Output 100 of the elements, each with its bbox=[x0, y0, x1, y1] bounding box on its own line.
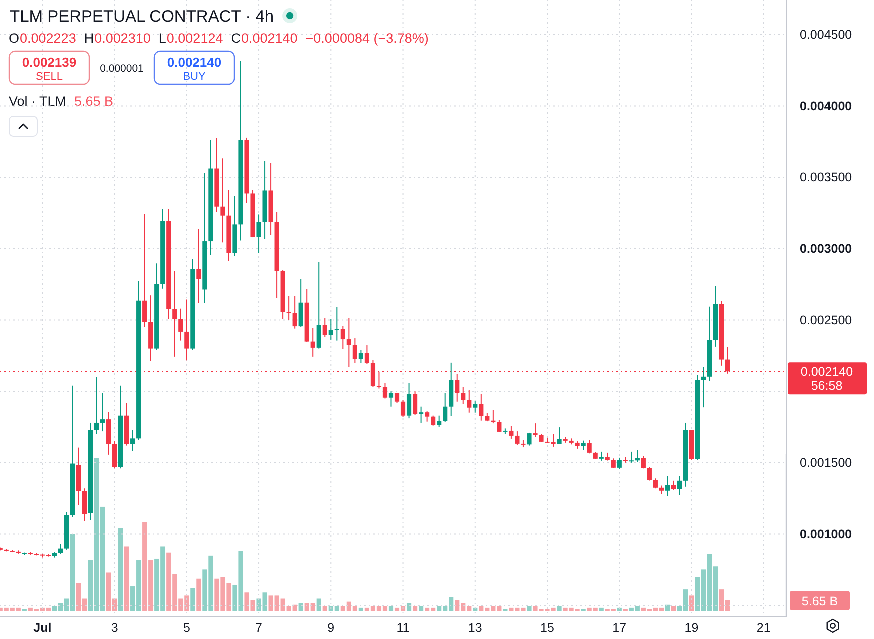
candlestick bbox=[328, 318, 334, 341]
candlestick bbox=[316, 262, 322, 350]
candlestick bbox=[677, 476, 682, 496]
candlestick bbox=[617, 457, 622, 470]
candlestick bbox=[394, 392, 400, 404]
annotation: L bbox=[158, 31, 167, 46]
candlestick bbox=[509, 426, 514, 440]
candlestick bbox=[455, 374, 460, 402]
candlestick bbox=[418, 406, 424, 424]
candlestick bbox=[611, 458, 616, 469]
y-tick-label: 0.001000 bbox=[800, 527, 852, 542]
candlestick bbox=[352, 338, 358, 364]
bar bbox=[671, 606, 676, 611]
candlestick bbox=[527, 432, 532, 446]
candlestick bbox=[443, 392, 448, 423]
annotation: O bbox=[9, 31, 20, 46]
bar bbox=[358, 608, 364, 611]
annotation: 5.65 B bbox=[74, 94, 114, 109]
y-tick-label: 0.003000 bbox=[800, 242, 852, 256]
bar bbox=[118, 528, 124, 611]
candlestick bbox=[82, 488, 88, 522]
candlestick bbox=[256, 214, 262, 254]
bar bbox=[316, 598, 322, 611]
candlestick bbox=[178, 308, 184, 342]
candlestick bbox=[196, 228, 202, 304]
candlestick bbox=[142, 214, 148, 328]
x-tick-label: 19 bbox=[684, 620, 699, 635]
annotation: Vol · TLM bbox=[9, 94, 67, 109]
candlestick bbox=[382, 382, 388, 400]
candlestick bbox=[647, 466, 652, 482]
candlestick bbox=[479, 394, 484, 422]
bar bbox=[406, 603, 412, 611]
candlestick bbox=[635, 450, 640, 463]
y-tick-label: 0.004000 bbox=[800, 99, 852, 114]
candlestick bbox=[172, 270, 178, 358]
x-tick-label: 7 bbox=[256, 620, 263, 635]
bar bbox=[124, 546, 130, 611]
y-tick-label: 0.003500 bbox=[800, 170, 852, 185]
candlestick bbox=[364, 345, 370, 365]
annotation: 0.002223 bbox=[20, 31, 76, 46]
text: TLM PERPETUAL CONTRACT · 4h bbox=[10, 8, 274, 26]
text: 5.65 B bbox=[802, 594, 838, 608]
bar bbox=[599, 608, 604, 611]
bar bbox=[412, 606, 418, 611]
x-tick-label: 3 bbox=[111, 620, 118, 635]
candlestick bbox=[412, 391, 418, 416]
candlestick bbox=[400, 400, 406, 418]
candlestick bbox=[581, 440, 586, 451]
y-tick-label: 0.001500 bbox=[800, 456, 852, 470]
candlestick bbox=[671, 480, 676, 491]
x-tick-label: 17 bbox=[612, 620, 627, 635]
bar bbox=[557, 606, 562, 611]
candlestick bbox=[286, 296, 292, 321]
annotation: SELL bbox=[36, 71, 63, 83]
bar bbox=[665, 604, 670, 611]
x-tick-label: 11 bbox=[396, 620, 410, 635]
annotation: C bbox=[231, 31, 242, 46]
bar bbox=[298, 603, 304, 611]
bar bbox=[322, 606, 328, 611]
candlestick bbox=[497, 420, 502, 433]
candlestick bbox=[629, 451, 634, 464]
candlestick bbox=[665, 476, 670, 497]
candlestick bbox=[641, 456, 646, 470]
candlestick bbox=[533, 423, 538, 438]
bar bbox=[527, 606, 532, 611]
candlestick bbox=[437, 415, 442, 428]
candlestick bbox=[94, 376, 100, 435]
candlestick bbox=[292, 296, 298, 330]
candlestick bbox=[184, 299, 190, 362]
x-tick-label: 13 bbox=[468, 620, 482, 635]
text: 56:58 bbox=[811, 379, 843, 394]
bar bbox=[689, 596, 694, 611]
candlestick bbox=[515, 431, 520, 446]
candlestick bbox=[406, 382, 412, 420]
annotation: 0.002140 bbox=[167, 55, 222, 70]
candlestick bbox=[220, 158, 226, 244]
bar bbox=[388, 606, 394, 611]
x-tick-label: 9 bbox=[328, 620, 335, 635]
candlestick bbox=[473, 401, 478, 414]
candlestick bbox=[298, 278, 304, 328]
annotation: BUY bbox=[183, 71, 206, 83]
ref-line-label: 0.002140 bbox=[800, 365, 854, 380]
annotation: H bbox=[84, 31, 94, 46]
candlestick bbox=[425, 411, 430, 422]
candlestick bbox=[130, 430, 136, 452]
candlestick bbox=[491, 410, 496, 424]
annotation: 0.002310 bbox=[94, 31, 151, 46]
x-tick-label: 15 bbox=[540, 620, 555, 635]
annotation: 0.000001 bbox=[100, 63, 144, 75]
candlestick bbox=[461, 386, 466, 405]
candlestick bbox=[112, 441, 118, 470]
candlestick bbox=[521, 440, 526, 448]
bar bbox=[190, 588, 196, 611]
candlestick bbox=[587, 440, 592, 454]
candlestick bbox=[431, 415, 436, 426]
annotation: −0.000084 (−3.78%) bbox=[306, 31, 429, 46]
annotation: 0.002139 bbox=[22, 55, 77, 70]
x-tick-label: Jul bbox=[34, 620, 52, 635]
annotation: 0.002124 bbox=[166, 31, 224, 46]
annotation: 0.002140 bbox=[241, 31, 298, 46]
